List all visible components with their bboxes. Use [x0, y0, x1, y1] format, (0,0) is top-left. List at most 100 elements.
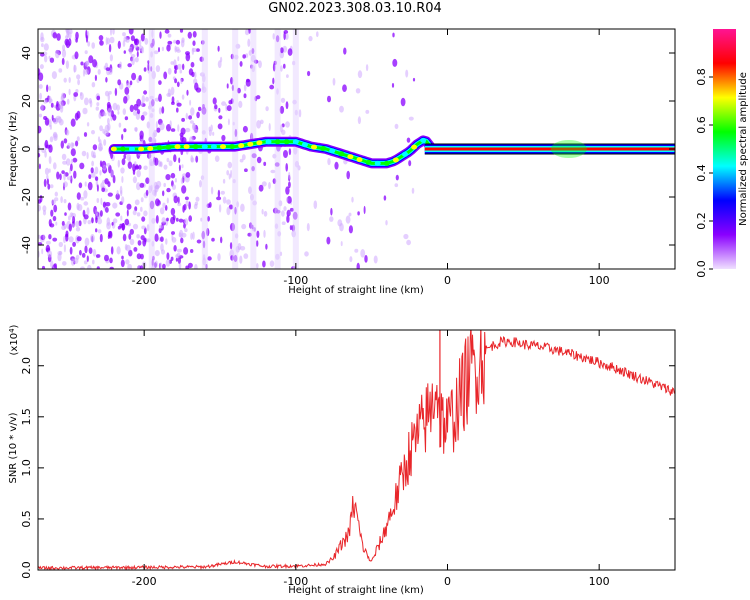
spectrogram-speckle [342, 84, 347, 92]
spectrogram-speckle [84, 245, 88, 254]
spectrogram-x-axis-title: Height of straight line (km) [288, 285, 424, 296]
spectrogram-speckle [281, 221, 286, 225]
spectrogram-speckle [189, 120, 194, 124]
spectrogram-speckle [141, 225, 146, 230]
snr-panel: -200 -100 0 100 0.0 0.5 1.0 1.5 2.0 Height of s… [8, 324, 676, 596]
spectrogram-speckle [102, 201, 106, 208]
spectrogram-speckle [120, 167, 125, 174]
spectrogram-speckle [181, 232, 187, 238]
spectrogram-speckle [222, 178, 226, 184]
spectrogram-speckle [109, 266, 114, 269]
spectrogram-speckle [406, 137, 411, 143]
spectrogram-speckle [190, 107, 195, 116]
spectrogram-speckle [167, 67, 172, 75]
spectrogram-speckle [192, 40, 196, 46]
spectrogram-speckle [40, 36, 45, 43]
spectrogram-speckle [207, 256, 212, 261]
spectrogram-speckle [167, 40, 173, 45]
spectrogram-speckle [182, 205, 185, 213]
spectrogram-speckle [61, 57, 65, 66]
spectrogram-ridge-blob [229, 144, 236, 150]
spectrogram-speckle [165, 174, 171, 181]
colorbar: 0.0 0.2 0.4 0.6 0.8 Normalized spectral ampl… [695, 29, 749, 278]
spectrogram-speckle [41, 248, 44, 255]
spectrogram-speckle [187, 31, 192, 39]
spectrogram-speckle [48, 168, 51, 173]
spectrogram-speckle [127, 161, 133, 169]
spectrogram-speckle [106, 222, 111, 230]
spectrogram-speckle [239, 61, 243, 67]
spectrogram-speckle [98, 142, 103, 152]
spectrogram-speckle [173, 195, 179, 204]
spectrogram-speckle [268, 182, 271, 190]
spectrogram-speckle [174, 45, 177, 53]
spectrogram-speckle [191, 47, 197, 53]
spectrogram-speckle [226, 170, 230, 176]
spectrogram-speckle [125, 38, 130, 43]
spectrogram-speckle [61, 170, 65, 175]
colorbar-gradient [713, 29, 736, 269]
spectrogram-ridge-blob [119, 146, 126, 152]
spectrogram-speckle [280, 47, 284, 54]
spectrogram-speckle [122, 233, 127, 242]
spectrogram-speckle [76, 202, 80, 211]
spectrogram-speckle [159, 31, 162, 39]
spectrogram-speckle [69, 29, 73, 34]
spectrogram-speckle [84, 50, 88, 55]
spectrogram-speckle [62, 160, 68, 165]
spectrogram-speckle [182, 63, 185, 70]
spectrogram-speckle [243, 253, 249, 259]
spectrogram-speckle [196, 111, 200, 119]
spectrogram-speckle [75, 38, 78, 43]
spectrogram-speckle [137, 240, 142, 246]
spectrogram-speckle [104, 124, 110, 133]
spectrogram-speckle [54, 49, 60, 59]
spectrogram-speckle [38, 152, 41, 158]
spectrogram-speckle [125, 82, 131, 89]
spectrogram-speckle [38, 72, 44, 81]
spectrogram-speckle [170, 61, 174, 65]
spectrogram-speckle [61, 225, 66, 231]
page-title: GN02.2023.308.03.10.R04 [268, 1, 442, 16]
spectrogram-speckle [127, 63, 132, 68]
spectrogram-speckle [143, 210, 148, 217]
spectrogram-speckle [105, 207, 109, 213]
spectrogram-speckle [184, 196, 189, 201]
spectrogram-speckle [195, 196, 200, 202]
spectrogram-speckle [259, 119, 264, 125]
spectrogram-y-tick-label: -40 [20, 236, 33, 254]
spectrogram-speckle [242, 54, 246, 59]
spectrogram-speckle [105, 37, 108, 46]
spectrogram-speckle [101, 187, 106, 193]
spectrogram-speckle [218, 204, 222, 213]
spectrogram-ridge-blob [210, 144, 217, 150]
spectrogram-speckle [74, 51, 79, 60]
spectrogram-speckle [91, 42, 95, 49]
spectrogram-speckle [68, 215, 71, 221]
spectrogram-speckle [329, 216, 334, 222]
spectrogram-speckle [156, 180, 162, 188]
spectrogram-speckle [283, 150, 288, 158]
spectrogram-speckle [65, 230, 69, 237]
spectrogram-speckle [50, 260, 54, 268]
spectrogram-speckle [163, 164, 168, 170]
spectrogram-speckle [76, 236, 82, 242]
spectrogram-speckle [155, 121, 158, 130]
spectrogram-speckle [161, 217, 166, 224]
spectrogram-speckle [165, 238, 168, 245]
spectrogram-ridge-blob [129, 146, 135, 152]
spectrogram-speckle [68, 77, 71, 83]
spectrogram-speckle [53, 204, 58, 213]
spectrogram-speckle [107, 108, 112, 117]
spectrogram-speckle [80, 61, 84, 66]
spectrogram-speckle [42, 205, 47, 212]
spectrogram-speckle [194, 82, 199, 91]
spectrogram-speckle [316, 31, 319, 38]
spectrogram-speckle [106, 163, 111, 167]
spectrogram-x-axis: -200 -100 0 100 [132, 29, 610, 287]
spectrogram-speckle [145, 96, 149, 102]
spectrogram-speckle [61, 220, 65, 227]
spectrogram-speckle [171, 237, 177, 243]
spectrogram-speckle [56, 33, 61, 41]
spectrogram-speckle [225, 103, 228, 112]
